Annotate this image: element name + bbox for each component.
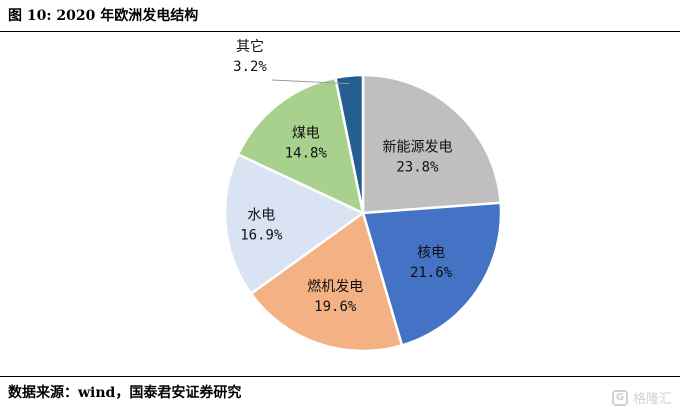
- slice-value-label: 19.6%: [314, 299, 357, 315]
- slice-value-label: 21.6%: [410, 265, 453, 281]
- bottom-divider: [0, 376, 680, 377]
- slice-value-label: 14.8%: [285, 145, 328, 161]
- slice-value-label: 3.2%: [233, 59, 267, 75]
- slice-category-label: 核电: [417, 245, 445, 261]
- slice-value-label: 23.8%: [396, 159, 439, 175]
- pie-chart-svg: 新能源发电 23.8% 核电 21.6% 燃机发电 19.6% 水电 16.9% 煤电 14.8%…: [223, 38, 503, 353]
- pie-slice: [236, 76, 365, 216]
- figure-title: 图 10: 2020 年欧洲发电结构: [8, 8, 199, 24]
- source-note: 数据来源：wind，国泰君安证券研究: [8, 385, 242, 401]
- pie-slice: [361, 201, 503, 347]
- pie-slice: [223, 152, 366, 296]
- slice-category-label: 燃机发电: [307, 278, 363, 295]
- pie-slice: [333, 73, 365, 214]
- pie-slice: [249, 210, 404, 353]
- leader-line: [271, 79, 350, 85]
- top-divider: [0, 31, 680, 32]
- slice-category-label: 其它: [236, 38, 264, 55]
- slice-category-label: 新能源发电: [382, 139, 452, 155]
- slice-category-label: 水电: [247, 207, 275, 223]
- pie-slice: [361, 73, 502, 215]
- pie-chart: 新能源发电 23.8% 核电 21.6% 燃机发电 19.6% 水电 16.9% 煤电 14.8%…: [0, 32, 680, 376]
- watermark-text: 格隆汇: [632, 392, 672, 407]
- watermark-logo-icon: G: [611, 389, 628, 406]
- watermark: G 格隆汇: [611, 388, 672, 407]
- slice-value-label: 16.9%: [240, 227, 283, 243]
- slice-category-label: 煤电: [292, 125, 320, 141]
